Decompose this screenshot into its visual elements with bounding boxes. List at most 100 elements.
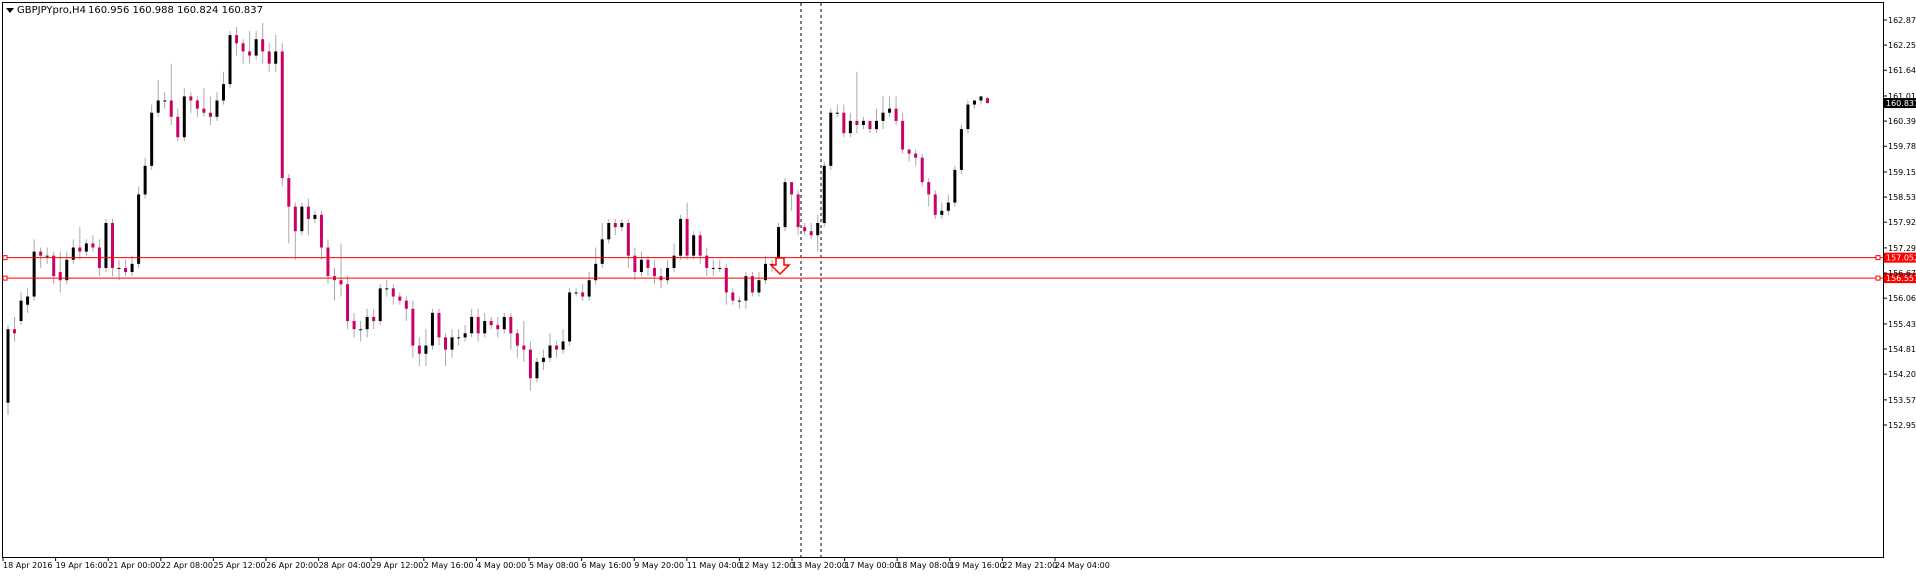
bear-candle [58, 272, 62, 281]
time-tick-label: 18 May 08:00 [897, 561, 952, 570]
axis-layer: 157.052 156.551 162.870 162.255 161.640 161.0… [2, 16, 1916, 570]
bear-candle [267, 51, 271, 64]
time-tick-label: 26 Apr 20:00 [266, 561, 318, 570]
bull-candle [483, 321, 487, 334]
level-price-label: 157.052 [1886, 254, 1916, 263]
level-handle[interactable] [2, 255, 8, 261]
time-tick-label: 4 May 00:00 [476, 561, 526, 570]
bear-candle [986, 98, 989, 104]
time-tick-label: 17 May 00:00 [845, 561, 900, 570]
dropdown-arrow-icon[interactable] [6, 8, 14, 13]
bull-candle [221, 84, 225, 101]
bear-candle [509, 316, 513, 334]
bull-candle [19, 300, 23, 322]
bull-candle [137, 194, 141, 264]
bull-candle [718, 267, 722, 269]
price-tick-label: 157.920 [1888, 218, 1916, 227]
bear-candle [339, 280, 343, 285]
bull-candle [946, 202, 950, 211]
bull-candle [966, 104, 970, 130]
bull-candle [777, 227, 781, 264]
bear-candle [241, 43, 245, 52]
bear-candle [346, 284, 350, 322]
current-price-label: 160.837 [1886, 99, 1916, 108]
bull-candle [711, 267, 715, 269]
bull-candle [972, 100, 976, 105]
bull-candle [594, 263, 598, 281]
price-tick-label: 154.815 [1888, 345, 1916, 354]
price-tick-label: 156.675 [1888, 269, 1916, 278]
bull-candle [84, 243, 88, 252]
bear-candle [176, 116, 180, 138]
bull-candle [737, 300, 741, 302]
bull-candle [666, 267, 670, 281]
bull-candle [639, 259, 643, 273]
bull-candle [744, 276, 748, 301]
time-tick-label: 22 Apr 08:00 [161, 561, 213, 570]
bull-candle [607, 223, 611, 240]
bull-candle [783, 182, 787, 228]
bull-candle [300, 206, 304, 232]
symbol-label: GBPJPYpro,H4 [17, 5, 86, 16]
bull-candle [953, 169, 957, 203]
bull-candle [874, 120, 878, 130]
bear-candle [91, 243, 95, 248]
bear-candle [646, 259, 650, 268]
bear-candle [391, 288, 395, 297]
price-tick-label: 159.150 [1888, 168, 1916, 177]
price-tick-label: 156.060 [1888, 294, 1916, 303]
bull-candle [470, 316, 474, 334]
level-price-tag [1884, 252, 1916, 263]
level-handle[interactable] [2, 275, 8, 281]
bear-candle [398, 296, 402, 301]
price-tick-label: 155.430 [1888, 320, 1916, 329]
bull-candle [45, 255, 49, 257]
bear-candle [293, 206, 297, 232]
bear-candle [796, 194, 800, 228]
bull-candle [182, 96, 186, 138]
bear-candle [698, 235, 702, 256]
time-tick-label: 22 May 21:00 [1002, 561, 1057, 570]
bull-candle [215, 100, 219, 117]
bear-candle [208, 112, 212, 117]
bear-candle [78, 247, 82, 252]
bear-candle [444, 337, 448, 350]
bear-candle [652, 267, 656, 277]
bull-candle [568, 292, 572, 342]
bear-candle [750, 276, 754, 293]
time-tick-label: 24 May 04:00 [1055, 561, 1110, 570]
bear-candle [522, 345, 526, 350]
price-tick-label: 152.955 [1888, 421, 1916, 430]
time-tick-label: 25 Apr 12:00 [213, 561, 265, 570]
bull-candle [130, 263, 134, 273]
bear-candle [907, 149, 911, 154]
bear-candle [613, 223, 617, 228]
level-handle[interactable] [1875, 255, 1881, 261]
bull-candle [541, 357, 545, 362]
bear-candle [914, 153, 918, 158]
bear-candle [404, 300, 408, 309]
bull-candle [450, 337, 454, 350]
time-tick-label: 6 May 16:00 [582, 561, 632, 570]
time-tick-label: 19 Apr 16:00 [56, 561, 108, 570]
bull-candle [848, 120, 852, 134]
bull-candle [156, 100, 160, 113]
level-handle[interactable] [1875, 275, 1881, 281]
bull-candle [835, 112, 839, 114]
time-tick-label: 29 Apr 12:00 [371, 561, 423, 570]
price-tick-label: 161.640 [1888, 66, 1916, 75]
bull-candle [117, 267, 121, 269]
time-tick-label: 5 May 08:00 [529, 561, 579, 570]
bull-candle [672, 255, 676, 268]
bull-candle [6, 329, 10, 403]
price-tick-label: 158.535 [1888, 193, 1916, 202]
time-tick-label: 11 May 04:00 [687, 561, 742, 570]
bear-candle [528, 349, 532, 379]
price-tick-label: 154.200 [1888, 370, 1916, 379]
bear-candle [489, 321, 493, 326]
bear-candle [496, 325, 500, 330]
price-tick-label: 153.570 [1888, 396, 1916, 405]
